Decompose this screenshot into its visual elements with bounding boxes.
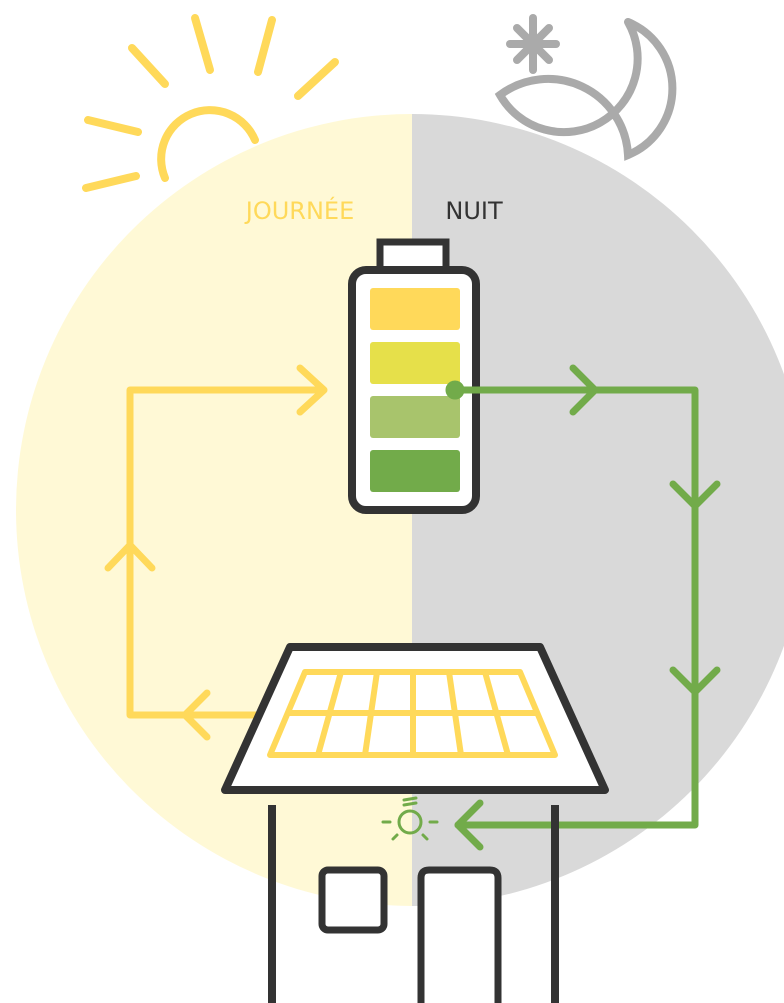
- day-label: JOURNÉE: [244, 196, 355, 225]
- diagram: JOURNÉE NUIT: [0, 0, 784, 1003]
- battery: [352, 242, 476, 510]
- page: JOURNÉE NUIT: [0, 0, 784, 1003]
- night-label: NUIT: [445, 197, 503, 225]
